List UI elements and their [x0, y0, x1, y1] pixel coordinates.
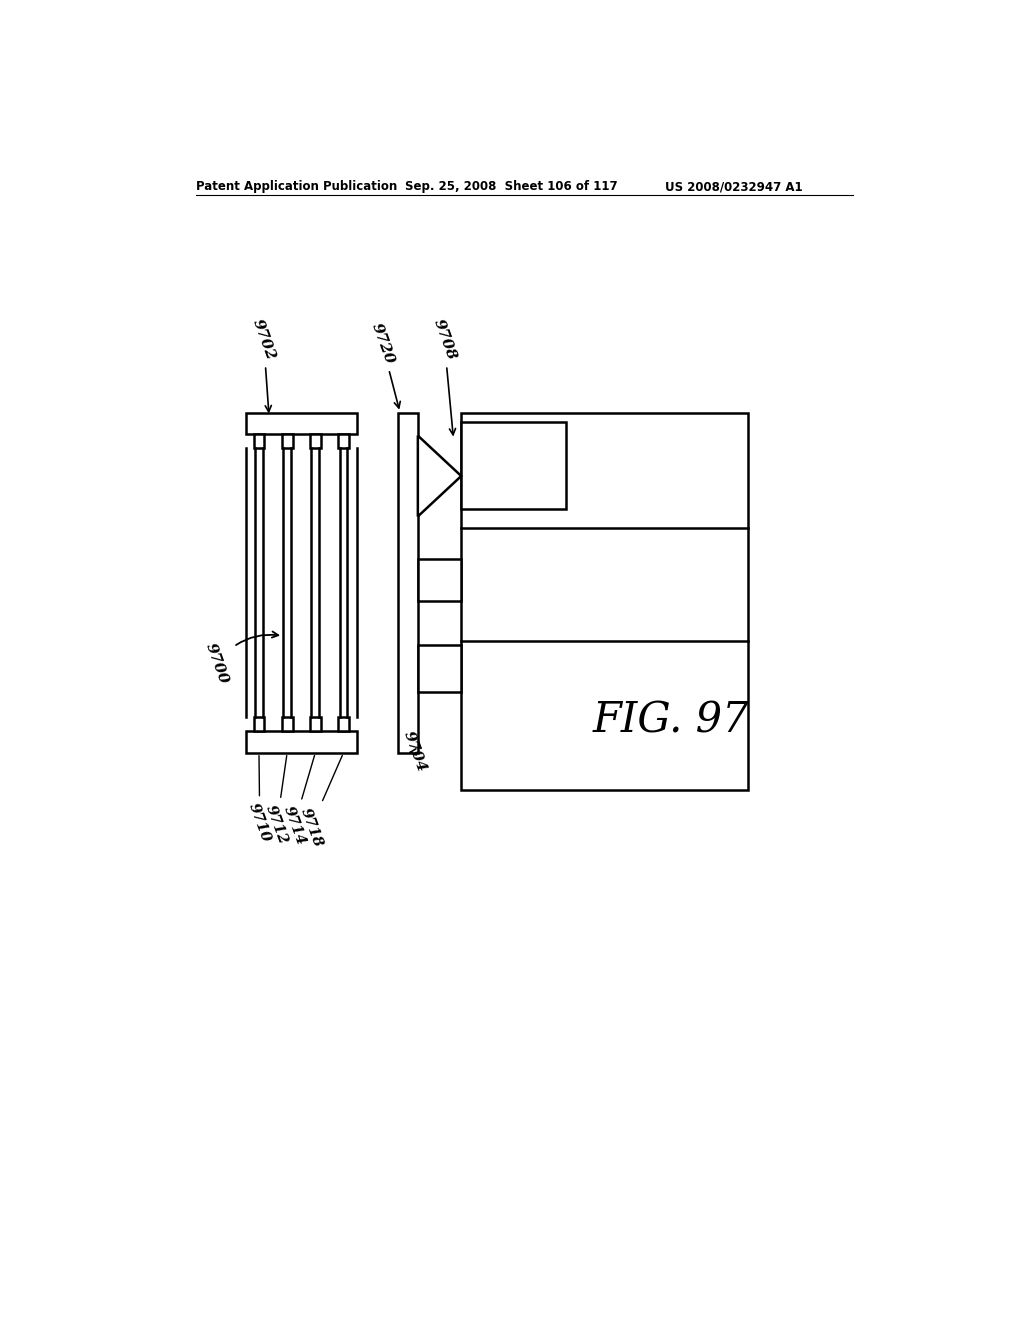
Text: 9714: 9714: [281, 755, 314, 847]
Bar: [338, 434, 349, 447]
Text: 9720: 9720: [369, 322, 400, 408]
Text: 9712: 9712: [263, 755, 290, 846]
Bar: [418, 558, 461, 601]
Bar: [310, 434, 321, 447]
Text: US 2008/0232947 A1: US 2008/0232947 A1: [665, 181, 803, 194]
Bar: [418, 645, 461, 692]
Bar: [338, 718, 349, 731]
Bar: [254, 718, 264, 731]
Bar: [282, 718, 293, 731]
Text: 9700: 9700: [204, 631, 279, 686]
Bar: [282, 434, 293, 447]
Text: 9704: 9704: [401, 730, 429, 775]
Text: Sep. 25, 2008  Sheet 106 of 117: Sep. 25, 2008 Sheet 106 of 117: [406, 181, 618, 194]
Text: 9718: 9718: [297, 755, 342, 849]
Bar: [461, 422, 566, 508]
Bar: [461, 413, 748, 789]
Text: FIG. 97: FIG. 97: [592, 700, 749, 742]
Bar: [254, 434, 264, 447]
Bar: [310, 718, 321, 731]
Text: 9710: 9710: [246, 755, 273, 845]
Bar: [246, 731, 356, 752]
Text: 9702: 9702: [250, 318, 278, 412]
Bar: [397, 413, 418, 752]
Text: Patent Application Publication: Patent Application Publication: [197, 181, 397, 194]
Bar: [246, 413, 356, 434]
Text: 9708: 9708: [430, 318, 458, 434]
Polygon shape: [418, 436, 461, 516]
